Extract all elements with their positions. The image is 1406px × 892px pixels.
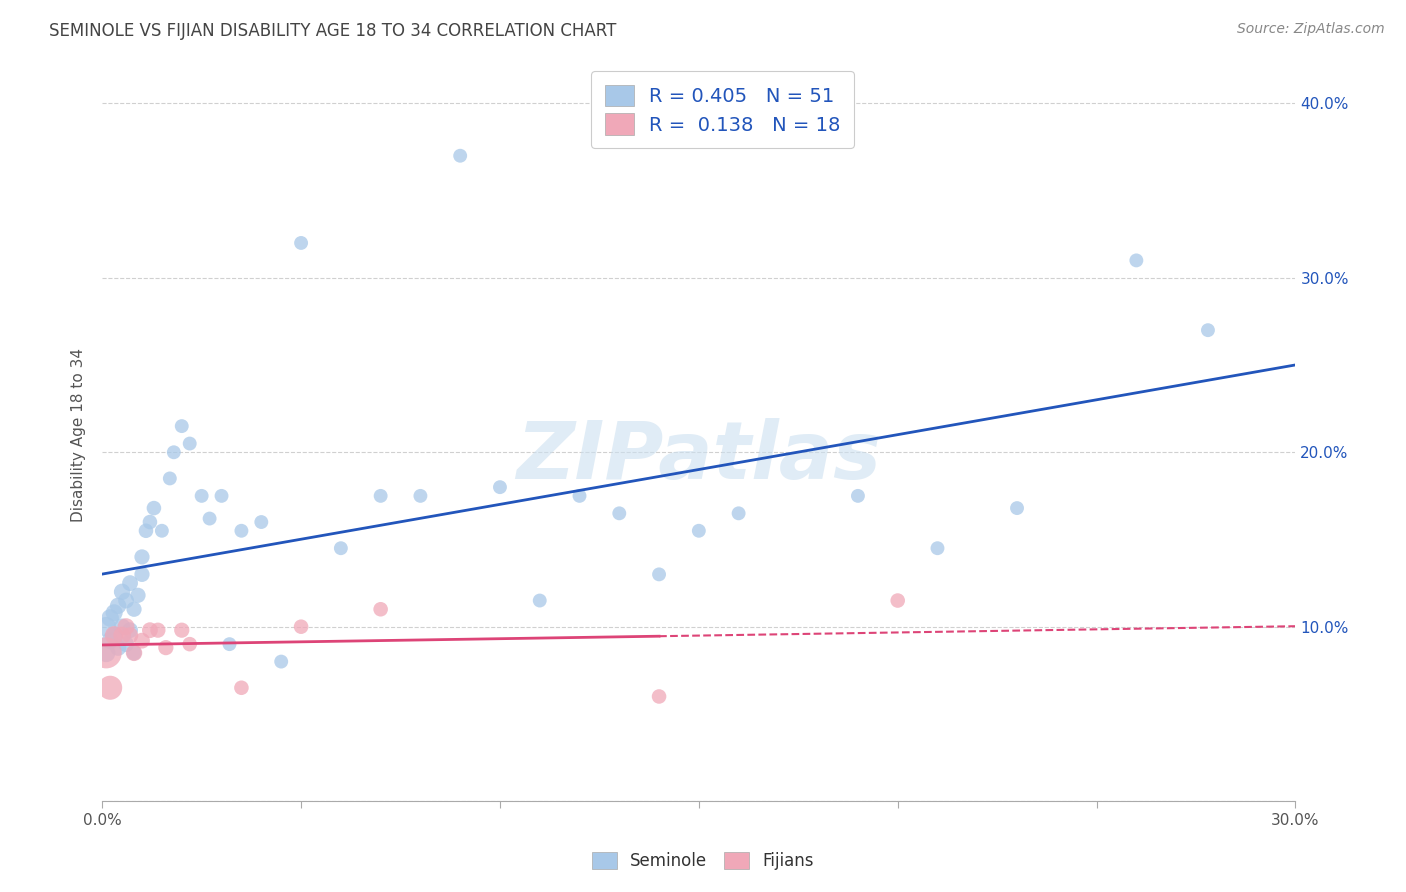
Point (529, 593, 551, 607)
Point (370, 602, 392, 616)
Point (211, 489, 233, 503)
Point (159, 471, 181, 485)
Point (727, 506, 749, 520)
Point (122, 646, 145, 660)
Point (218, 637, 240, 651)
Point (179, 637, 201, 651)
Legend: Seminole, Fijians: Seminole, Fijians (585, 845, 821, 877)
Point (118, 623, 141, 637)
Point (118, 576, 141, 591)
Point (103, 606, 125, 620)
Point (146, 623, 169, 637)
Point (231, 524, 253, 538)
Point (98, 611, 121, 625)
Point (139, 515, 162, 529)
Point (115, 620, 138, 634)
Point (231, 681, 253, 695)
Point (96, 646, 118, 660)
Point (139, 623, 162, 637)
Point (131, 633, 153, 648)
Point (131, 567, 153, 582)
Point (111, 620, 134, 634)
Point (103, 628, 125, 642)
Point (96, 646, 118, 660)
Point (1005, 501, 1028, 516)
Point (1125, 253, 1147, 268)
Point (1197, 323, 1219, 337)
Legend: R = 0.405   N = 51, R =  0.138   N = 18: R = 0.405 N = 51, R = 0.138 N = 18 (591, 71, 855, 148)
Point (198, 511, 221, 525)
Text: ZIPatlas: ZIPatlas (516, 417, 882, 496)
Point (155, 640, 177, 655)
Point (290, 620, 312, 634)
Point (98, 633, 121, 648)
Point (170, 419, 193, 434)
Point (127, 588, 149, 602)
Point (846, 489, 869, 503)
Point (96, 620, 118, 634)
Point (290, 235, 312, 250)
Point (648, 567, 671, 582)
Point (190, 489, 212, 503)
Point (449, 149, 471, 163)
Y-axis label: Disability Age 18 to 34: Disability Age 18 to 34 (72, 348, 86, 522)
Point (886, 593, 908, 607)
Point (115, 593, 138, 607)
Point (370, 489, 392, 503)
Point (107, 640, 129, 655)
Point (135, 524, 157, 538)
Point (607, 506, 630, 520)
Point (111, 584, 134, 599)
Point (163, 445, 186, 459)
Text: SEMINOLE VS FIJIAN DISABILITY AGE 18 TO 34 CORRELATION CHART: SEMINOLE VS FIJIAN DISABILITY AGE 18 TO … (49, 22, 617, 40)
Point (409, 489, 432, 503)
Point (98, 681, 121, 695)
Point (142, 501, 165, 516)
Text: Source: ZipAtlas.com: Source: ZipAtlas.com (1237, 22, 1385, 37)
Point (103, 628, 125, 642)
Point (111, 628, 134, 642)
Point (115, 637, 138, 651)
Point (131, 549, 153, 564)
Point (688, 524, 710, 538)
Point (329, 541, 352, 556)
Point (489, 480, 512, 494)
Point (927, 541, 949, 556)
Point (170, 623, 193, 637)
Point (270, 655, 292, 669)
Point (150, 524, 173, 538)
Point (107, 599, 129, 613)
Point (122, 646, 145, 660)
Point (118, 628, 141, 642)
Point (568, 489, 591, 503)
Point (179, 436, 201, 450)
Point (648, 690, 671, 704)
Point (250, 515, 273, 529)
Point (122, 602, 145, 616)
